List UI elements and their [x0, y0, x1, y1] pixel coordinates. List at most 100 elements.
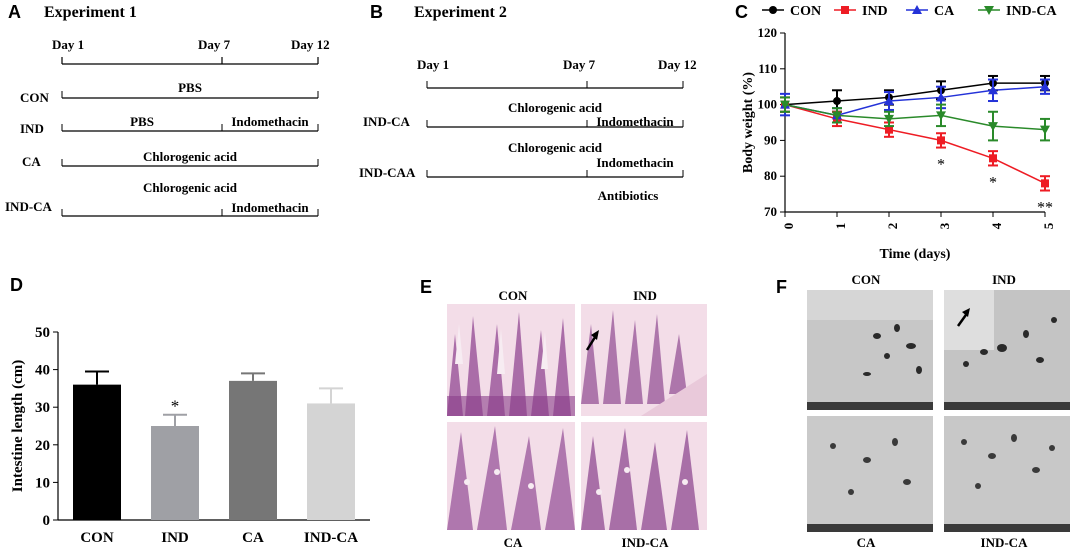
panel-b-day12: Day 12	[658, 57, 697, 72]
panel-b-indcaa-indomethacin: Indomethacin	[596, 155, 674, 170]
series-con	[780, 74, 1050, 113]
panel-f-tem-con	[807, 290, 933, 410]
series-line	[784, 103, 1046, 185]
panel-a-ind-pbs: PBS	[130, 114, 154, 129]
panel-e-histology-ind	[581, 304, 707, 416]
series-point	[912, 5, 922, 14]
panel-a-ind-indomethacin: Indomethacin	[231, 114, 309, 129]
panel-f-tem-indca	[944, 416, 1070, 532]
series-point	[937, 136, 945, 145]
series-point	[1040, 81, 1050, 91]
y-tick-label: 50	[35, 325, 50, 341]
panel-f-letter: F	[776, 277, 787, 297]
legend-label: IND-CA	[1006, 4, 1057, 19]
series-point	[988, 85, 998, 95]
legend-label: CON	[790, 4, 821, 19]
series-line	[784, 82, 1045, 106]
y-tick-label: 90	[764, 132, 777, 147]
y-tick-label: 110	[758, 61, 777, 76]
panel-a-day7: Day 7	[198, 37, 231, 52]
y-axis-label: Intestine length (cm)	[10, 360, 26, 492]
x-tick-label: 2	[885, 223, 900, 230]
x-tick-label: 3	[937, 222, 952, 229]
panel-b-group-indca: IND-CA	[363, 114, 411, 129]
x-axis-label: Time (days)	[880, 247, 951, 262]
x-tick-label: IND-CA	[304, 530, 358, 546]
panel-b-indca-chlorogenic: Chlorogenic acid	[508, 100, 603, 115]
bar-con	[73, 384, 121, 520]
panel-b-timeline: Day 1 Day 7 Day 12 IND-CA Chlorogenic ac…	[359, 57, 697, 203]
panel-e-label-ind: IND	[633, 288, 657, 303]
x-tick-label: 4	[989, 222, 1004, 229]
series-point	[936, 92, 946, 102]
panel-f-label-indca: IND-CA	[980, 535, 1028, 550]
significance-mark: **	[1037, 200, 1053, 217]
panel-b-day1: Day 1	[417, 57, 449, 72]
panel-a-group-ind: IND	[20, 121, 44, 136]
panel-a-indca-indomethacin: Indomethacin	[231, 200, 309, 215]
significance-mark: *	[989, 174, 997, 191]
series-ca	[780, 78, 1050, 124]
series-line	[784, 85, 1046, 117]
panel-f-tem-ca	[807, 416, 933, 532]
panel-a-group-con: CON	[20, 90, 50, 105]
series-point	[780, 100, 790, 110]
panel-a-con-pbs: PBS	[178, 80, 202, 95]
y-tick-label: 0	[43, 513, 51, 529]
panel-e-label-con: CON	[498, 288, 528, 303]
y-tick-label: 80	[764, 168, 777, 183]
panel-b-day7: Day 7	[563, 57, 596, 72]
x-tick-label: 0	[781, 223, 796, 230]
panel-e-histology-ca	[447, 422, 575, 530]
y-tick-label: 70	[764, 204, 777, 219]
panel-b-title: Experiment 2	[414, 4, 507, 21]
series-ind	[780, 96, 1050, 192]
panel-a-indca-chlorogenic: Chlorogenic acid	[143, 180, 238, 195]
bar-ind	[151, 426, 199, 520]
bar-ca	[229, 380, 277, 520]
x-tick-label: 5	[1041, 222, 1056, 229]
legend-label: CA	[934, 4, 955, 19]
series-point	[884, 96, 894, 106]
panel-b-letter: B	[370, 2, 383, 22]
series-point	[988, 122, 998, 132]
series-point	[884, 114, 894, 124]
panel-e-letter: E	[420, 277, 433, 297]
panel-a-letter: A	[8, 2, 21, 22]
panel-a-group-indca: IND-CA	[5, 199, 53, 214]
bar-ind-ca	[307, 403, 355, 520]
y-axis-label: Body weight (%)	[741, 72, 756, 173]
panel-f-label-con: CON	[851, 272, 881, 287]
panel-f-label-ind: IND	[992, 272, 1016, 287]
y-tick-label: 20	[35, 438, 50, 454]
panel-f-tem-ind	[944, 290, 1070, 410]
panel-c-letter: C	[735, 2, 748, 22]
panel-e-histology-con	[447, 304, 575, 416]
series-line	[784, 103, 1046, 131]
panel-a-timeline: Day 1 Day 7 Day 12 CON PBS IND PBS Indom…	[5, 37, 330, 217]
panel-a-title: Experiment 1	[44, 4, 137, 21]
panel-b-indcaa-antibiotics: Antibiotics	[598, 188, 659, 203]
x-tick-label: CON	[80, 530, 114, 546]
y-tick-label: 40	[35, 363, 50, 379]
legend-label: IND	[862, 4, 888, 19]
x-tick-label: CA	[242, 530, 264, 546]
series-ind-ca	[780, 96, 1050, 142]
panel-d-letter: D	[10, 275, 23, 295]
panel-e-histology-indca	[581, 422, 707, 530]
series-point	[936, 111, 946, 121]
panel-d-intestine-length-chart: 0 10 20 30 40 50 Intestine length (cm) CON IND * C…	[10, 325, 370, 546]
significance-mark: *	[171, 397, 180, 416]
series-point	[984, 6, 994, 15]
series-point	[832, 111, 842, 121]
x-tick-label: 1	[833, 223, 848, 230]
series-point	[989, 154, 997, 163]
panel-f-label-ca: CA	[856, 535, 876, 550]
panel-a-ca-chlorogenic: Chlorogenic acid	[143, 149, 238, 164]
series-point	[833, 97, 841, 106]
series-point	[769, 6, 777, 14]
x-tick-label: IND	[161, 530, 189, 546]
panel-a-day12: Day 12	[291, 37, 330, 52]
panel-e-label-ca: CA	[503, 535, 523, 550]
panel-a-group-ca: CA	[22, 154, 41, 169]
